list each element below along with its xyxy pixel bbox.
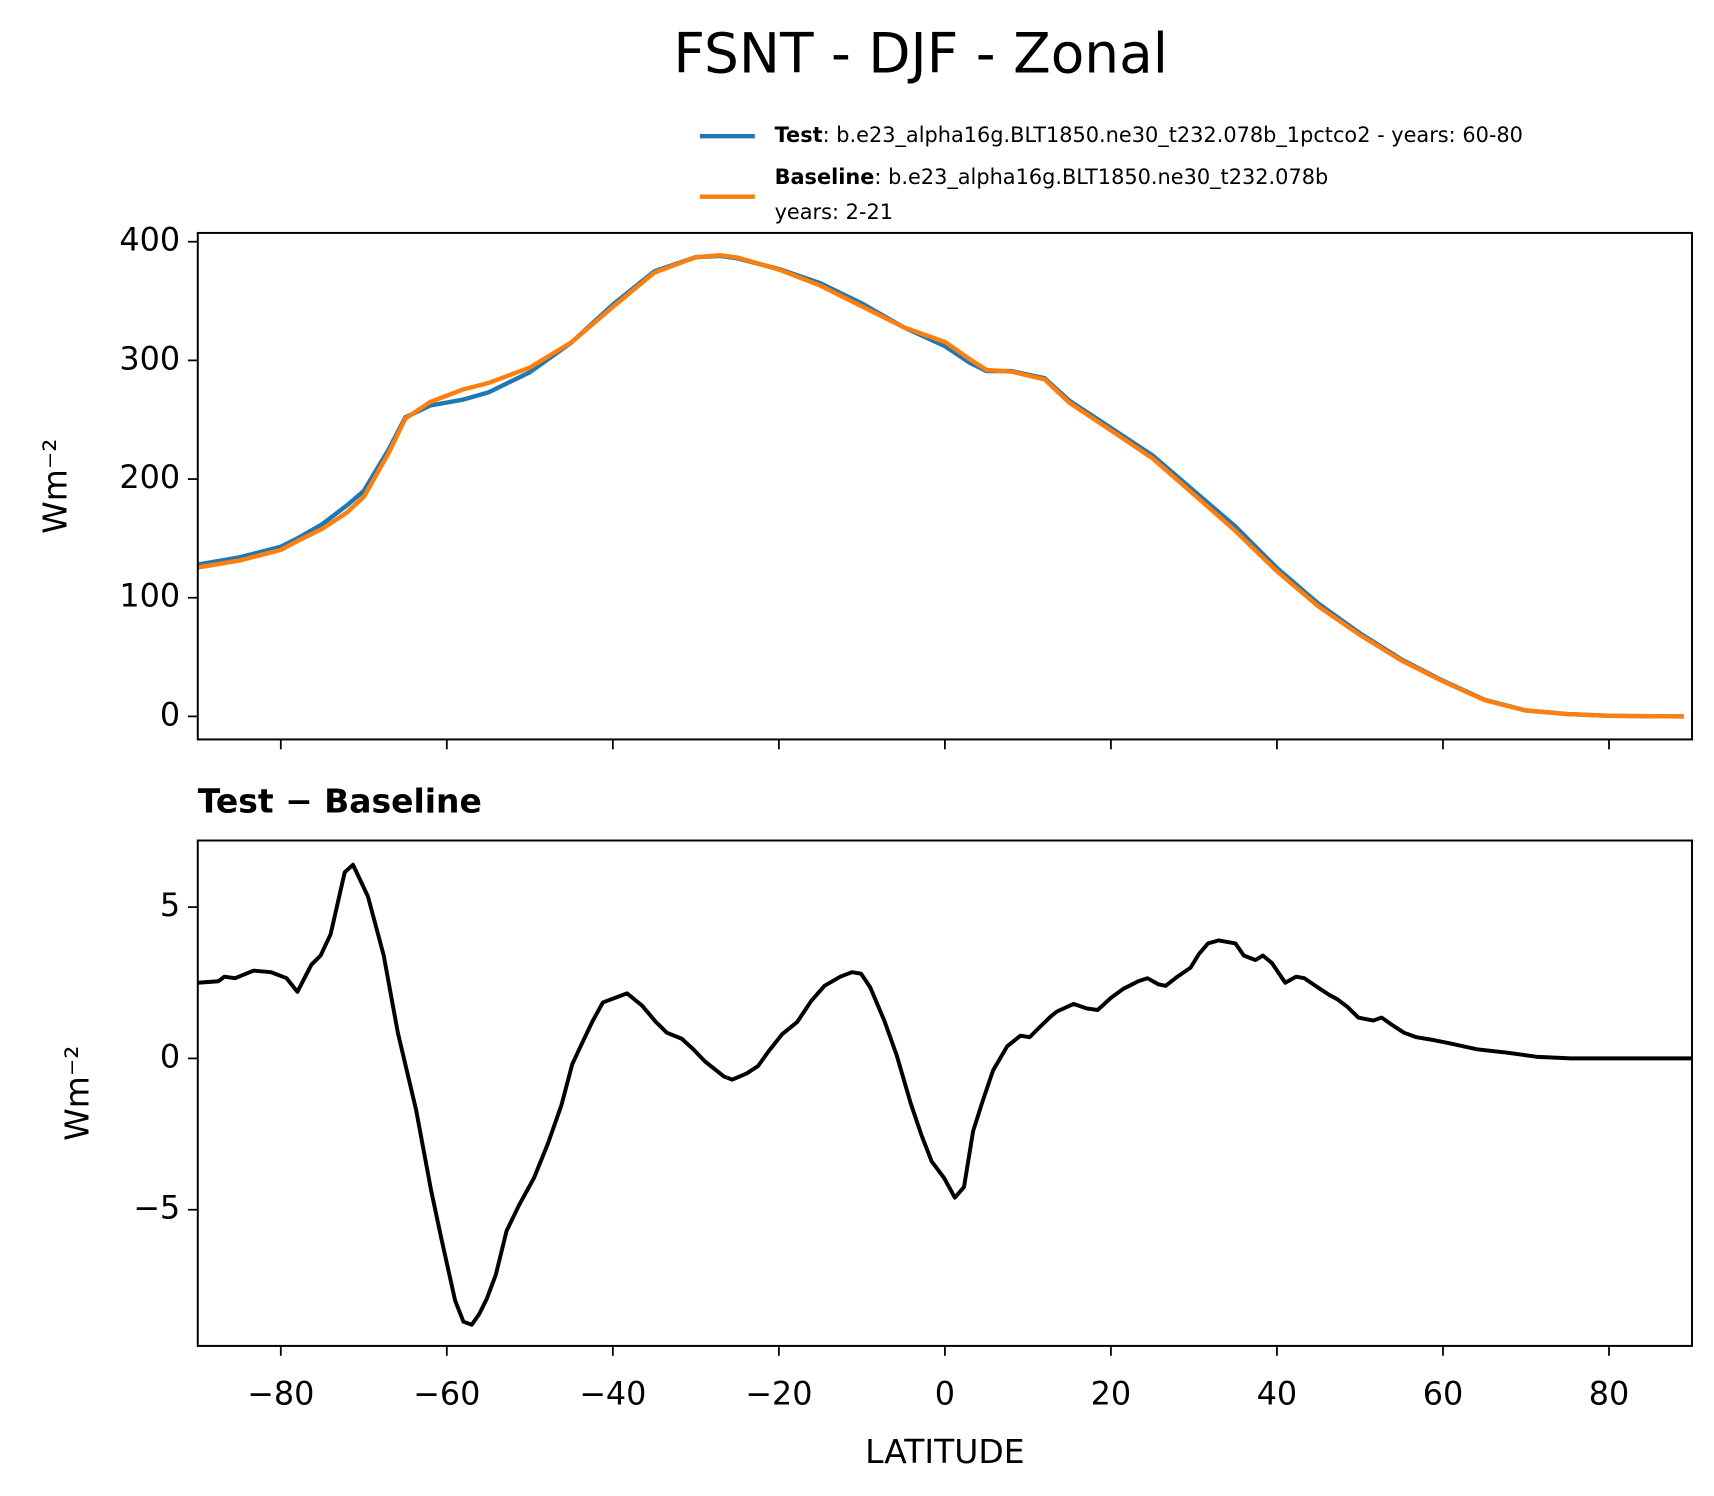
y-tick-label: 0 — [160, 695, 180, 733]
y-tick-label: 0 — [160, 1037, 180, 1075]
subplot-title: Test − Baseline — [198, 782, 482, 821]
legend-entry: Test: b.e23_alpha16g.BLT1850.ne30_t232.0… — [775, 123, 1523, 148]
x-tick-label: 40 — [1257, 1374, 1298, 1412]
x-tick-label: 20 — [1091, 1374, 1132, 1412]
legend-name: Baseline — [775, 165, 875, 189]
legend-entry: years: 2-21 — [775, 200, 893, 224]
y-tick-label: 300 — [119, 339, 180, 377]
y-tick-label: 5 — [160, 886, 180, 924]
legend-text: : b.e23_alpha16g.BLT1850.ne30_t232.078b_… — [823, 123, 1523, 148]
plot-frame — [196, 231, 1694, 741]
x-tick-label: −20 — [745, 1374, 812, 1412]
y-axis-label: Wm⁻² — [58, 1046, 97, 1141]
x-tick-label: −80 — [247, 1374, 314, 1412]
y-tick-label: −5 — [133, 1189, 180, 1227]
data-line — [197, 862, 1692, 1327]
x-axis-label: LATITUDE — [865, 1432, 1024, 1471]
x-tick-label: 80 — [1589, 1374, 1630, 1412]
y-tick-label: 400 — [119, 221, 180, 259]
y-tick-label: 100 — [119, 577, 180, 615]
legend-name: Test — [775, 123, 823, 147]
data-line — [197, 253, 1684, 719]
figure-title: FSNT - DJF - Zonal — [673, 21, 1168, 85]
plot-frame — [196, 839, 1694, 1347]
x-tick-label: −60 — [413, 1374, 480, 1412]
legend-text: : b.e23_alpha16g.BLT1850.ne30_t232.078b — [874, 165, 1328, 190]
x-tick-label: 60 — [1423, 1374, 1464, 1412]
x-tick-label: −40 — [579, 1374, 646, 1412]
legend-text: years: 2-21 — [775, 200, 893, 224]
y-tick-label: 200 — [119, 458, 180, 496]
legend-entry: Baseline: b.e23_alpha16g.BLT1850.ne30_t2… — [775, 165, 1329, 190]
y-axis-label: Wm⁻² — [36, 439, 75, 534]
x-tick-label: 0 — [935, 1374, 955, 1412]
